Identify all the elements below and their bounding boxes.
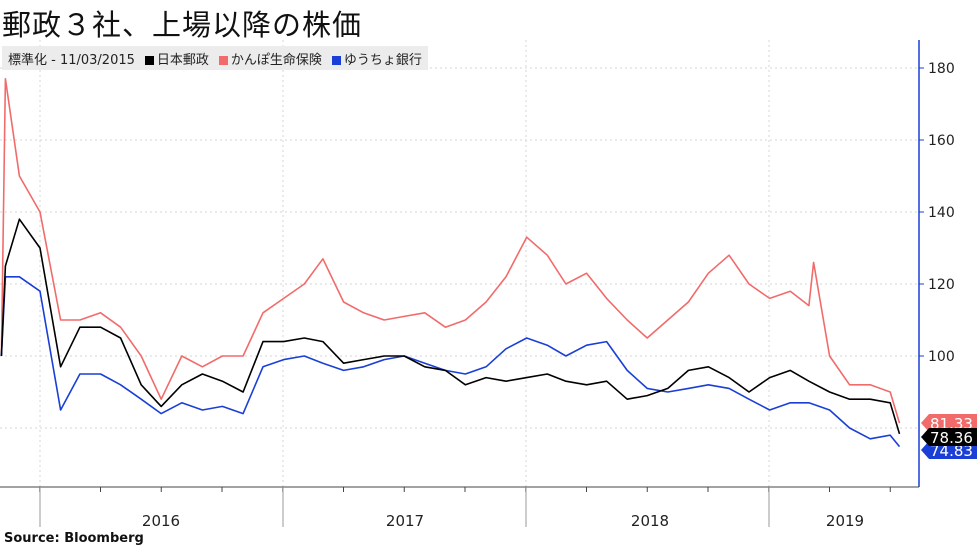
source-note: Source: Bloomberg bbox=[4, 531, 144, 546]
legend-prefix: 標準化 - 11/03/2015 bbox=[8, 52, 135, 68]
legend-item-kampo: かんぽ生命保険 bbox=[218, 49, 322, 68]
x-tick-label: 2018 bbox=[631, 512, 669, 530]
legend-item-japan-post: 日本郵政 bbox=[144, 49, 209, 68]
last-value-tag bbox=[921, 428, 977, 446]
last-value-label: 78.36 bbox=[930, 429, 973, 447]
legend-item-yucho: ゆうちょ銀行 bbox=[331, 49, 422, 68]
y-tick-label: 120 bbox=[928, 277, 955, 293]
last-value-label: 74.83 bbox=[930, 442, 973, 460]
y-tick-label: 100 bbox=[928, 349, 955, 365]
legend-swatch-icon bbox=[218, 55, 228, 65]
series-line-2 bbox=[0, 276, 901, 448]
legend: 標準化 - 11/03/2015 日本郵政 かんぽ生命保険 ゆうちょ銀行 bbox=[2, 46, 428, 70]
y-tick-label: 160 bbox=[928, 133, 955, 149]
series-line-0 bbox=[0, 218, 901, 435]
x-tick-label: 2017 bbox=[386, 512, 424, 530]
series-line-1 bbox=[0, 78, 901, 424]
legend-swatch-icon bbox=[331, 55, 341, 65]
legend-swatch-icon bbox=[144, 55, 154, 65]
last-value-tag bbox=[921, 414, 977, 432]
x-tick-label: 2019 bbox=[826, 512, 864, 530]
y-tick-label: 140 bbox=[928, 205, 955, 221]
y-tick-label: 180 bbox=[928, 61, 955, 77]
chart-title: 郵政３社、上場以降の株価 bbox=[2, 8, 363, 42]
x-tick-label: 2016 bbox=[142, 512, 180, 530]
